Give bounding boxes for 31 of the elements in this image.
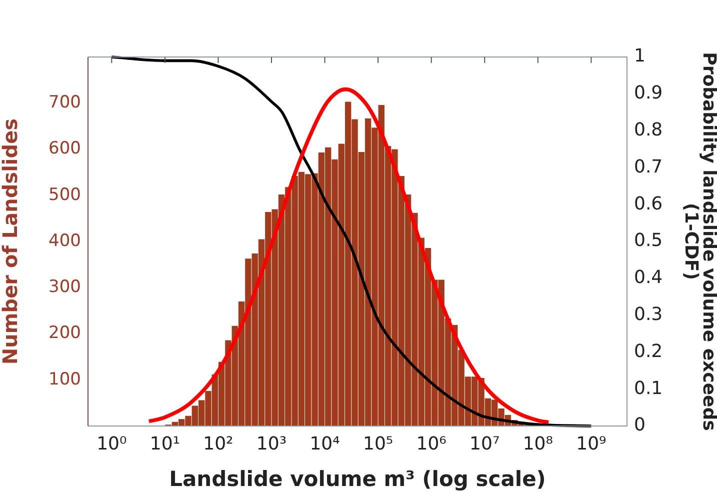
- x-tick-label: 10⁴: [310, 433, 340, 454]
- y-tick-label: 100: [48, 369, 81, 390]
- y-tick-label: 700: [48, 92, 81, 113]
- y2-tick-label: 0.7: [634, 156, 663, 178]
- y2-tick-label: 1: [634, 46, 646, 67]
- y2-tick-label: 0.6: [634, 193, 663, 214]
- x-tick-label: 10¹: [150, 433, 180, 454]
- y-tick-label: 500: [48, 184, 81, 205]
- y2-tick-label: 0.1: [634, 378, 663, 399]
- x-axis-title: Landslide volume m³ (log scale): [169, 466, 546, 491]
- y2-tick-label: 0.5: [634, 230, 663, 252]
- x-tick-label: 10⁶: [416, 433, 446, 454]
- y2-tick-label: 0.8: [634, 119, 663, 140]
- y-tick-label: 600: [48, 138, 81, 159]
- y-axis-title: Number of Landslides: [0, 118, 22, 365]
- x-tick-label: 10⁰: [96, 433, 127, 454]
- x-tick-label: 10⁹: [576, 433, 606, 454]
- y2-tick-label: 0.9: [634, 82, 663, 104]
- y2-axis-title: Probability landslide volume exceeds (1-CDF): [680, 52, 717, 431]
- x-tick-label: 10⁵: [362, 433, 394, 454]
- y2-tick-label: 0.2: [634, 340, 663, 362]
- y-tick-label: 300: [48, 277, 81, 298]
- x-tick-label: 10⁷: [470, 433, 500, 454]
- x-tick-label: 10⁸: [522, 433, 553, 454]
- y-tick-label: 200: [48, 323, 81, 344]
- x-tick-label: 10³: [256, 433, 287, 454]
- y2-tick-label: 0.3: [634, 304, 663, 325]
- y-tick-label: 400: [48, 230, 81, 251]
- x-tick-label: 10²: [203, 433, 234, 454]
- y2-tick-label: 0.4: [634, 267, 663, 288]
- y2-tick-label: 0: [634, 414, 646, 436]
